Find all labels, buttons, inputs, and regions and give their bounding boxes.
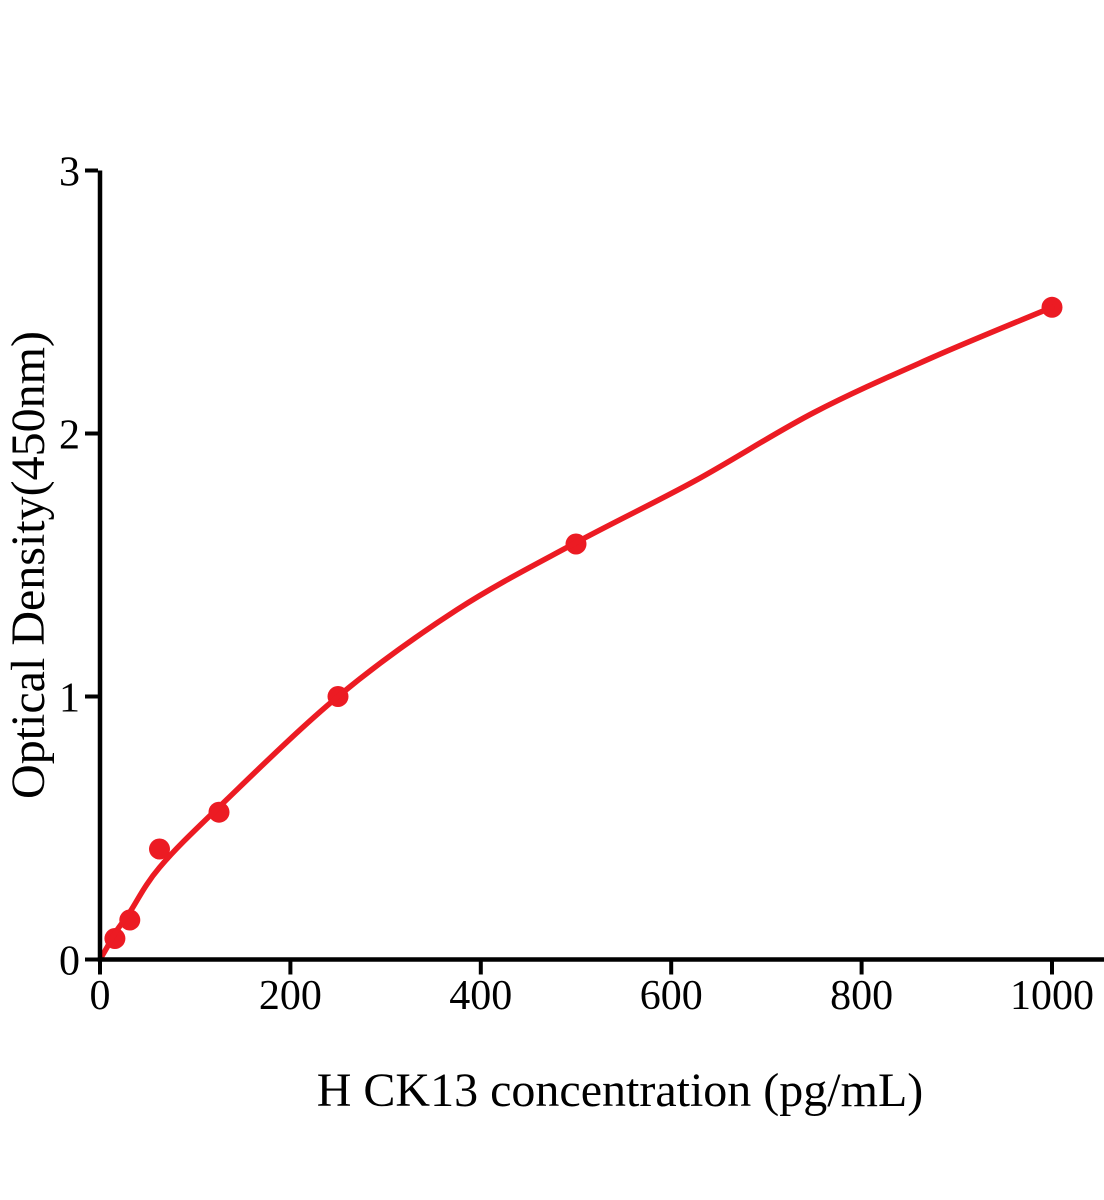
x-tick-label: 400 — [449, 973, 512, 1019]
data-point — [208, 801, 230, 823]
y-tick-label: 3 — [59, 150, 80, 196]
x-tick-label: 800 — [830, 973, 893, 1019]
x-tick-label: 200 — [259, 973, 322, 1019]
x-tick-label: 1000 — [1010, 973, 1094, 1019]
y-tick-label: 1 — [59, 676, 80, 722]
data-point — [119, 909, 141, 931]
x-axis-title: H CK13 concentration (pg/mL) — [317, 1064, 924, 1117]
data-point — [149, 838, 170, 860]
y-tick-label: 2 — [59, 413, 80, 459]
y-tick-label: 0 — [59, 939, 80, 985]
fit-curve — [97, 304, 1055, 963]
y-axis-title: Optical Density(450nm) — [2, 331, 55, 799]
x-tick-label: 600 — [640, 973, 703, 1019]
x-tick-label: 0 — [90, 973, 111, 1019]
